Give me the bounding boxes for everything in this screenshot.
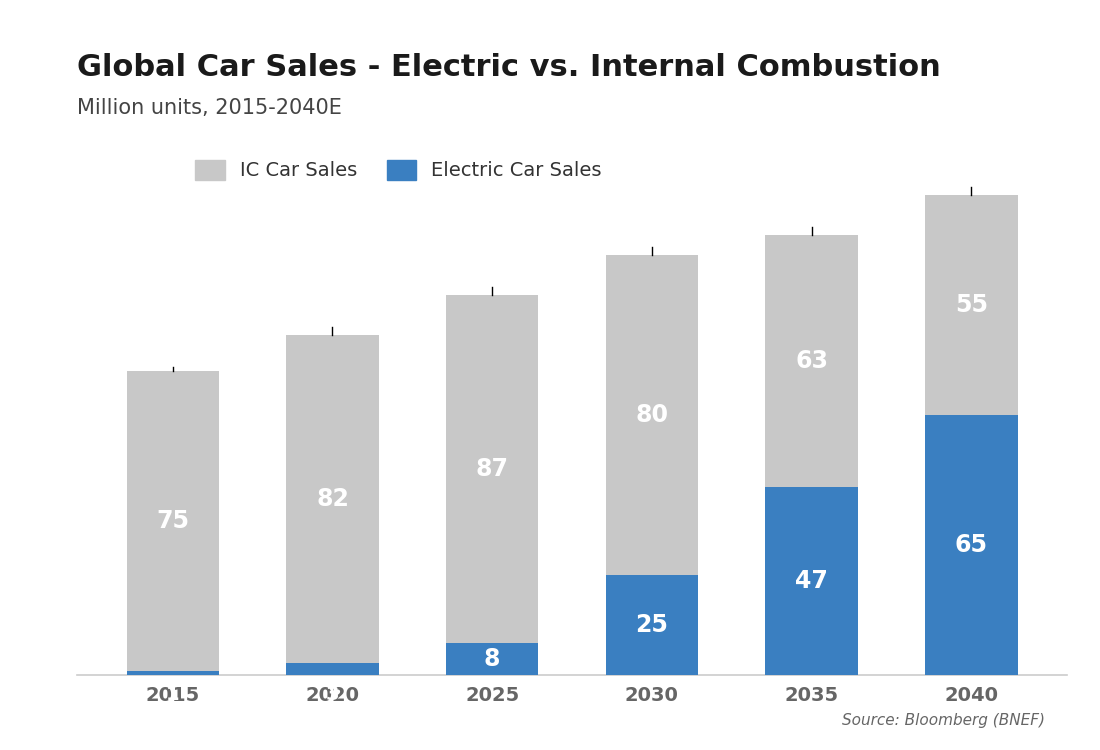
Bar <box>286 663 378 675</box>
Bar <box>925 195 1018 415</box>
Bar <box>446 643 539 675</box>
Text: 87: 87 <box>475 457 508 481</box>
Legend: IC Car Sales, Electric Car Sales: IC Car Sales, Electric Car Sales <box>186 150 612 190</box>
Text: 3: 3 <box>326 686 339 704</box>
Text: 55: 55 <box>955 293 988 317</box>
Text: 85: 85 <box>272 305 307 329</box>
Bar <box>286 335 378 663</box>
Text: 25: 25 <box>636 613 669 637</box>
Text: 80: 80 <box>636 403 669 427</box>
Text: 120: 120 <box>893 165 945 189</box>
Bar <box>605 575 698 675</box>
Text: Global Car Sales - Electric vs. Internal Combustion: Global Car Sales - Electric vs. Internal… <box>77 53 940 82</box>
Text: Source: Bloomberg (BNEF): Source: Bloomberg (BNEF) <box>842 712 1045 728</box>
Bar <box>446 295 539 643</box>
Text: 105: 105 <box>573 225 626 249</box>
Text: 1: 1 <box>166 686 179 704</box>
Text: 110: 110 <box>733 205 785 229</box>
Text: 95: 95 <box>431 265 466 289</box>
Text: 47: 47 <box>795 569 828 593</box>
Text: 63: 63 <box>795 349 828 373</box>
Bar <box>766 235 858 487</box>
Text: 65: 65 <box>955 533 988 557</box>
Text: Million units, 2015-2040E: Million units, 2015-2040E <box>77 98 342 118</box>
Text: 82: 82 <box>316 487 349 511</box>
Text: 75: 75 <box>156 509 189 533</box>
Bar <box>126 371 219 671</box>
Bar <box>605 255 698 575</box>
Bar <box>766 487 858 675</box>
Bar <box>925 415 1018 675</box>
Text: 75: 75 <box>112 341 147 365</box>
Bar <box>126 671 219 675</box>
Text: 8: 8 <box>484 647 500 671</box>
